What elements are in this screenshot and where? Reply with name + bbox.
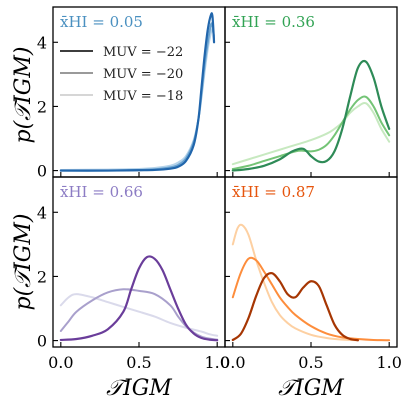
x-tick-label: 1.0 xyxy=(376,353,401,372)
panel-top-right: x̄HI = 0.36 xyxy=(224,6,398,178)
series-line-1 xyxy=(59,255,219,342)
series-line-3 xyxy=(59,293,219,337)
legend: MUV = −22 MUV = −20 MUV = −18 xyxy=(60,45,183,104)
y-tick-label: 0 xyxy=(37,332,47,351)
series-line-1 xyxy=(231,272,360,342)
legend-label: MUV = −20 xyxy=(103,67,183,82)
panel-frame xyxy=(224,176,398,348)
y-tick-label: 4 xyxy=(37,203,47,222)
panel-top-left: 0 2 4 x̄HI = 0.05 MUV = −22 MUV = −20 MUV = −1… xyxy=(37,6,226,181)
x-tick-label: 0.0 xyxy=(220,353,245,372)
x-tick-label: 0.5 xyxy=(126,353,151,372)
series-line-3 xyxy=(231,101,391,166)
panel-annotation: x̄HI = 0.87 xyxy=(232,183,315,201)
panel-annotation: x̄HI = 0.66 xyxy=(60,183,143,201)
legend-label: MUV = −22 xyxy=(103,45,183,60)
panel-frame xyxy=(52,176,226,348)
x-axis-label-left: 𝒯IGM xyxy=(106,376,172,401)
y-axis-label-bottom: p(𝒯IGM) xyxy=(11,214,36,311)
series-line-1 xyxy=(231,59,391,172)
x-axis-label-right: 𝒯IGM xyxy=(278,376,344,401)
y-tick-label: 0 xyxy=(37,162,47,181)
y-tick-label: 2 xyxy=(37,97,47,116)
y-tick-label: 4 xyxy=(37,33,47,52)
x-tick-label: 0.0 xyxy=(48,353,73,372)
y-axis-label-top: p(𝒯IGM) xyxy=(11,47,36,144)
series-line-2 xyxy=(231,95,391,170)
y-tick-label: 2 xyxy=(37,267,47,286)
panel-annotation: x̄HI = 0.05 xyxy=(60,13,143,31)
x-tick-label: 1.0 xyxy=(204,353,229,372)
panel-bottom-left: 0 2 4 0.0 0.5 1.0 x̄HI = 0.66 xyxy=(37,176,230,372)
panel-annotation: x̄HI = 0.36 xyxy=(232,13,315,31)
series-line-3 xyxy=(231,223,359,342)
series-line-1 xyxy=(59,12,216,172)
series-line-2 xyxy=(231,256,391,342)
panels-group: 0 2 4 x̄HI = 0.05 MUV = −22 MUV = −20 MUV = −1… xyxy=(37,6,402,372)
x-tick-label: 0.5 xyxy=(298,353,323,372)
panel-bottom-right: 0.0 0.5 1.0 x̄HI = 0.87 xyxy=(220,176,402,372)
series-line-2 xyxy=(59,288,219,341)
legend-label: MUV = −18 xyxy=(103,89,183,104)
